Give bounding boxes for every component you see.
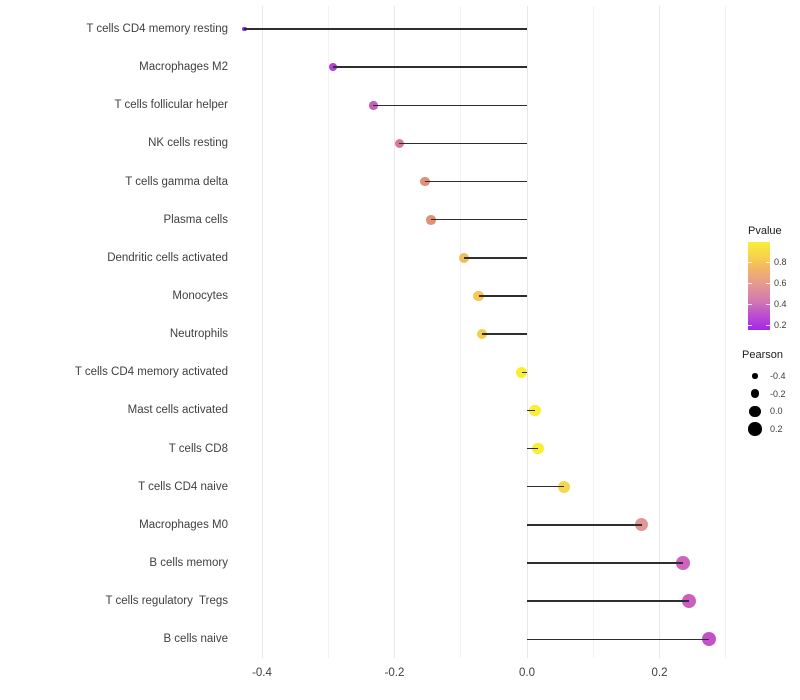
- gridline: [460, 6, 462, 658]
- pvalue-tick-mark: [766, 282, 770, 284]
- stem-line: [527, 409, 535, 412]
- y-axis-label: B cells memory: [149, 556, 228, 569]
- x-axis-tick-label: 0.2: [651, 667, 668, 679]
- pvalue-gradient-bar: [748, 242, 770, 330]
- data-point: [558, 480, 571, 493]
- pearson-size-label: -0.4: [770, 371, 786, 381]
- gridline: [327, 6, 329, 658]
- stem-line: [478, 295, 527, 297]
- stem-line: [399, 142, 527, 145]
- data-point: [532, 442, 545, 455]
- stem-line: [332, 66, 527, 68]
- y-axis-label: Plasma cells: [163, 213, 228, 226]
- pvalue-tick-label: 0.8: [774, 256, 787, 267]
- y-axis-label: T cells follicular helper: [114, 99, 228, 112]
- gridline: [659, 6, 660, 658]
- pearson-legend-title: Pearson: [742, 349, 783, 361]
- stem-line: [521, 371, 527, 373]
- pvalue-tick-mark: [748, 303, 752, 305]
- y-axis-label: T cells regulatory Tregs: [105, 595, 228, 608]
- data-point: [241, 26, 247, 32]
- stem-line: [527, 524, 642, 526]
- data-point: [458, 252, 470, 263]
- y-axis-label: T cells CD4 memory activated: [74, 366, 228, 379]
- pearson-size-label: 0.0: [770, 406, 783, 417]
- y-axis-label: NK cells resting: [148, 137, 228, 150]
- pvalue-tick-label: 0.6: [774, 277, 787, 288]
- stem-line: [481, 333, 527, 335]
- y-axis-label: Mast cells activated: [127, 404, 228, 417]
- pearson-size-dot: [752, 373, 758, 379]
- stem-line: [464, 257, 527, 259]
- stem-line: [527, 485, 565, 488]
- stem-line: [527, 447, 539, 450]
- y-axis-label: Macrophages M2: [139, 61, 228, 74]
- y-axis-label: Monocytes: [172, 289, 228, 302]
- data-point: [420, 176, 430, 187]
- pearson-size-label: -0.2: [770, 388, 786, 399]
- pearson-size-label: 0.2: [770, 424, 783, 435]
- pvalue-legend-title: Pvalue: [748, 225, 782, 237]
- pvalue-tick-mark: [748, 324, 752, 326]
- gridline: [526, 6, 528, 658]
- x-axis-tick-label: -0.4: [252, 667, 272, 679]
- y-axis-label: T cells CD4 naive: [138, 480, 228, 493]
- pvalue-tick-mark: [766, 303, 770, 305]
- pearson-size-dot: [749, 405, 761, 418]
- y-axis-label: T cells gamma delta: [125, 175, 228, 188]
- y-axis-label: Dendritic cells activated: [107, 251, 228, 264]
- gridline: [394, 6, 395, 658]
- gridline: [261, 6, 263, 658]
- gridline: [725, 6, 727, 658]
- stem-line: [373, 104, 527, 106]
- data-point: [529, 404, 541, 417]
- stem-line: [527, 562, 684, 564]
- pvalue-tick-label: 0.4: [774, 298, 787, 309]
- pearson-size-dot: [750, 389, 760, 399]
- y-axis-label: B cells naive: [163, 633, 228, 646]
- pvalue-tick-mark: [766, 324, 770, 326]
- y-axis-label: Macrophages M0: [139, 518, 228, 531]
- x-axis-tick-label: 0.0: [519, 667, 535, 679]
- pvalue-tick-label: 0.2: [774, 319, 787, 330]
- stem-line: [424, 180, 527, 183]
- y-axis-label: T cells CD8: [168, 442, 228, 455]
- stem-line: [430, 219, 527, 221]
- stem-line: [527, 600, 690, 602]
- y-axis-label: Neutrophils: [169, 328, 228, 341]
- pvalue-tick-mark: [766, 261, 770, 263]
- x-axis-tick-label: -0.2: [384, 667, 405, 679]
- y-axis-label: T cells CD4 memory resting: [86, 23, 228, 35]
- stem-line: [527, 638, 710, 640]
- gridline: [592, 6, 594, 658]
- stem-line: [244, 28, 527, 30]
- data-point: [426, 214, 436, 225]
- pvalue-tick-mark: [748, 282, 752, 284]
- pearson-size-dot: [748, 422, 762, 436]
- pvalue-tick-mark: [748, 261, 752, 263]
